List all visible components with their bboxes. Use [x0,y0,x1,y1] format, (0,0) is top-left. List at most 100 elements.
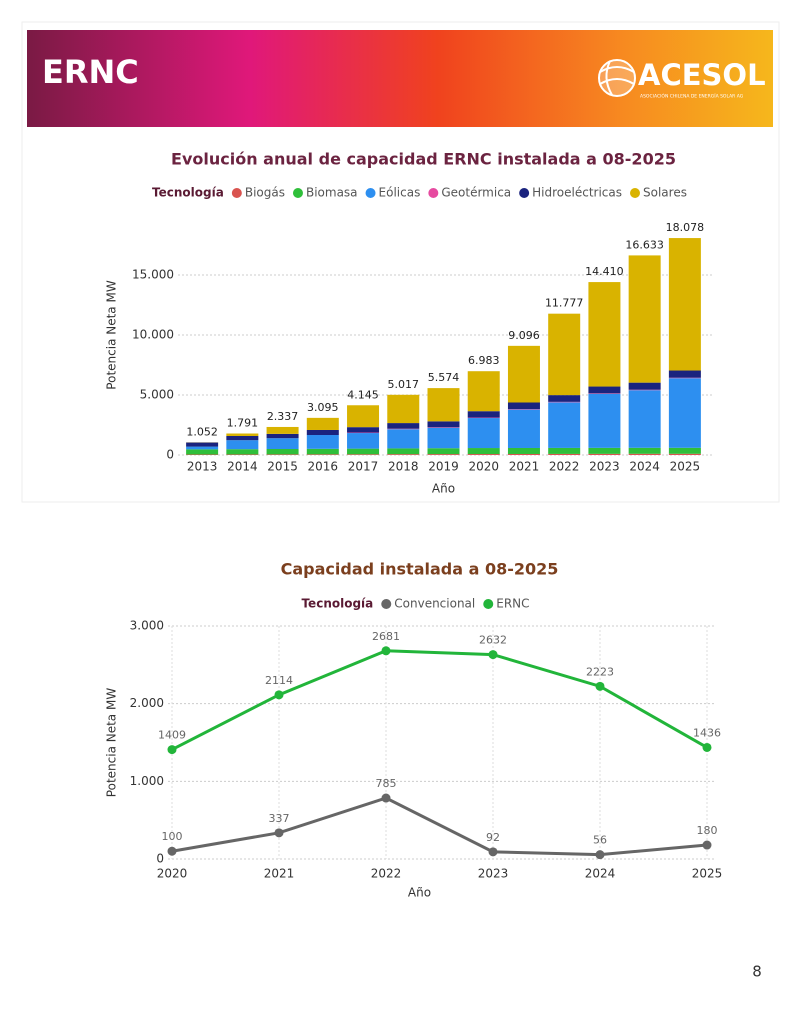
y-axis-title: Potencia Neta MW [105,280,119,390]
x-tick-label: 2017 [348,460,379,474]
y-tick-label: 0 [166,448,174,462]
point [168,745,177,754]
bar-segment [468,411,500,417]
bar-segment [267,438,299,449]
y-tick-label: 3.000 [130,619,164,633]
x-tick-label: 2021 [509,460,540,474]
bar-segment [226,440,258,449]
x-tick-label: 2014 [227,460,258,474]
x-tick-label: 2020 [157,867,188,881]
bar-segment [669,371,701,378]
point [168,847,177,856]
y-tick-label: 1.000 [130,774,164,788]
x-tick-label: 2021 [264,867,295,881]
bar-segment [186,443,218,447]
bar-segment [468,454,500,455]
total-label: 16.633 [625,238,664,251]
x-tick-label: 2024 [629,460,660,474]
y-tick-label: 2.000 [130,696,164,710]
bar-segment [347,433,379,449]
legend-label: Biogás [245,186,285,200]
total-label: 9.096 [508,329,540,342]
value-label: 1436 [693,726,721,739]
x-tick-label: 2022 [549,460,580,474]
bar-segment [629,448,661,454]
point [596,850,605,859]
bar-segment [629,255,661,382]
total-label: 11.777 [545,297,584,310]
chart-title: Evolución anual de capacidad ERNC instal… [171,150,676,169]
bar-segment [186,449,218,454]
legend-title: Tecnología [152,186,224,200]
x-tick-label: 2025 [670,460,701,474]
legend-title: Tecnología [301,597,373,611]
bar-segment [307,418,339,430]
bar-segment [387,423,419,429]
bar-segment [669,454,701,455]
point [275,690,284,699]
x-tick-label: 2023 [589,460,620,474]
bar-segment [347,427,379,432]
bar-segment [588,282,620,386]
bar-segment [347,449,379,455]
value-label: 2632 [479,634,507,647]
bar-segment [588,387,620,394]
bar-segment [629,383,661,390]
y-tick-label: 0 [156,852,164,866]
point [489,847,498,856]
bar-segment [428,388,460,421]
y-tick-label: 10.000 [132,328,174,342]
total-label: 5.574 [428,371,460,384]
value-label: 2681 [372,630,400,643]
legend-swatch [366,188,376,198]
total-label: 4.145 [347,388,379,401]
legend-label: ERNC [496,597,529,611]
bar-segment [669,238,701,370]
y-axis-title: Potencia Neta MW [105,688,119,798]
logo-subtitle: ASOCIACIÓN CHILENA DE ENERGÍA SOLAR AG [640,93,744,100]
legend-label: Hidroeléctricas [532,186,622,200]
bar-segment [468,418,500,448]
legend-swatch [483,599,493,609]
legend-swatch [630,188,640,198]
value-label: 92 [486,831,500,844]
bar-segment [347,454,379,455]
y-tick-label: 5.000 [140,388,174,402]
line [172,798,707,855]
bar-segment [387,454,419,455]
y-tick-label: 15.000 [132,268,174,282]
legend-label: Geotérmica [441,186,511,200]
bar-segment [387,395,419,423]
bar-segment [629,390,661,448]
logo-text: ACESOL [638,58,766,92]
x-tick-label: 2019 [428,460,459,474]
x-axis-title: Año [408,886,431,900]
bar-segment [508,346,540,403]
bar-segment [267,449,299,454]
bar-segment [428,448,460,454]
legend: Tecnología Biogás Biomasa Eólicas Geotérmica… [152,186,687,200]
bar-segment [307,449,339,455]
legend-swatch [428,188,438,198]
page-number: 8 [752,963,762,981]
point [703,743,712,752]
x-tick-label: 2018 [388,460,419,474]
legend-label: Eólicas [379,186,421,200]
bar-segment [468,448,500,454]
x-tick-label: 2020 [468,460,499,474]
bar-segment [226,449,258,454]
x-tick-label: 2025 [692,867,723,881]
point [382,646,391,655]
bar-segment [629,454,661,455]
total-label: 14.410 [585,265,624,278]
point [703,841,712,850]
bar-segment [669,378,701,448]
bar-segment [267,454,299,455]
legend-label: Biomasa [306,186,358,200]
bar-segment [548,402,580,448]
bar-segment [347,405,379,427]
bar-segment [267,434,299,438]
bar-segment [387,429,419,448]
